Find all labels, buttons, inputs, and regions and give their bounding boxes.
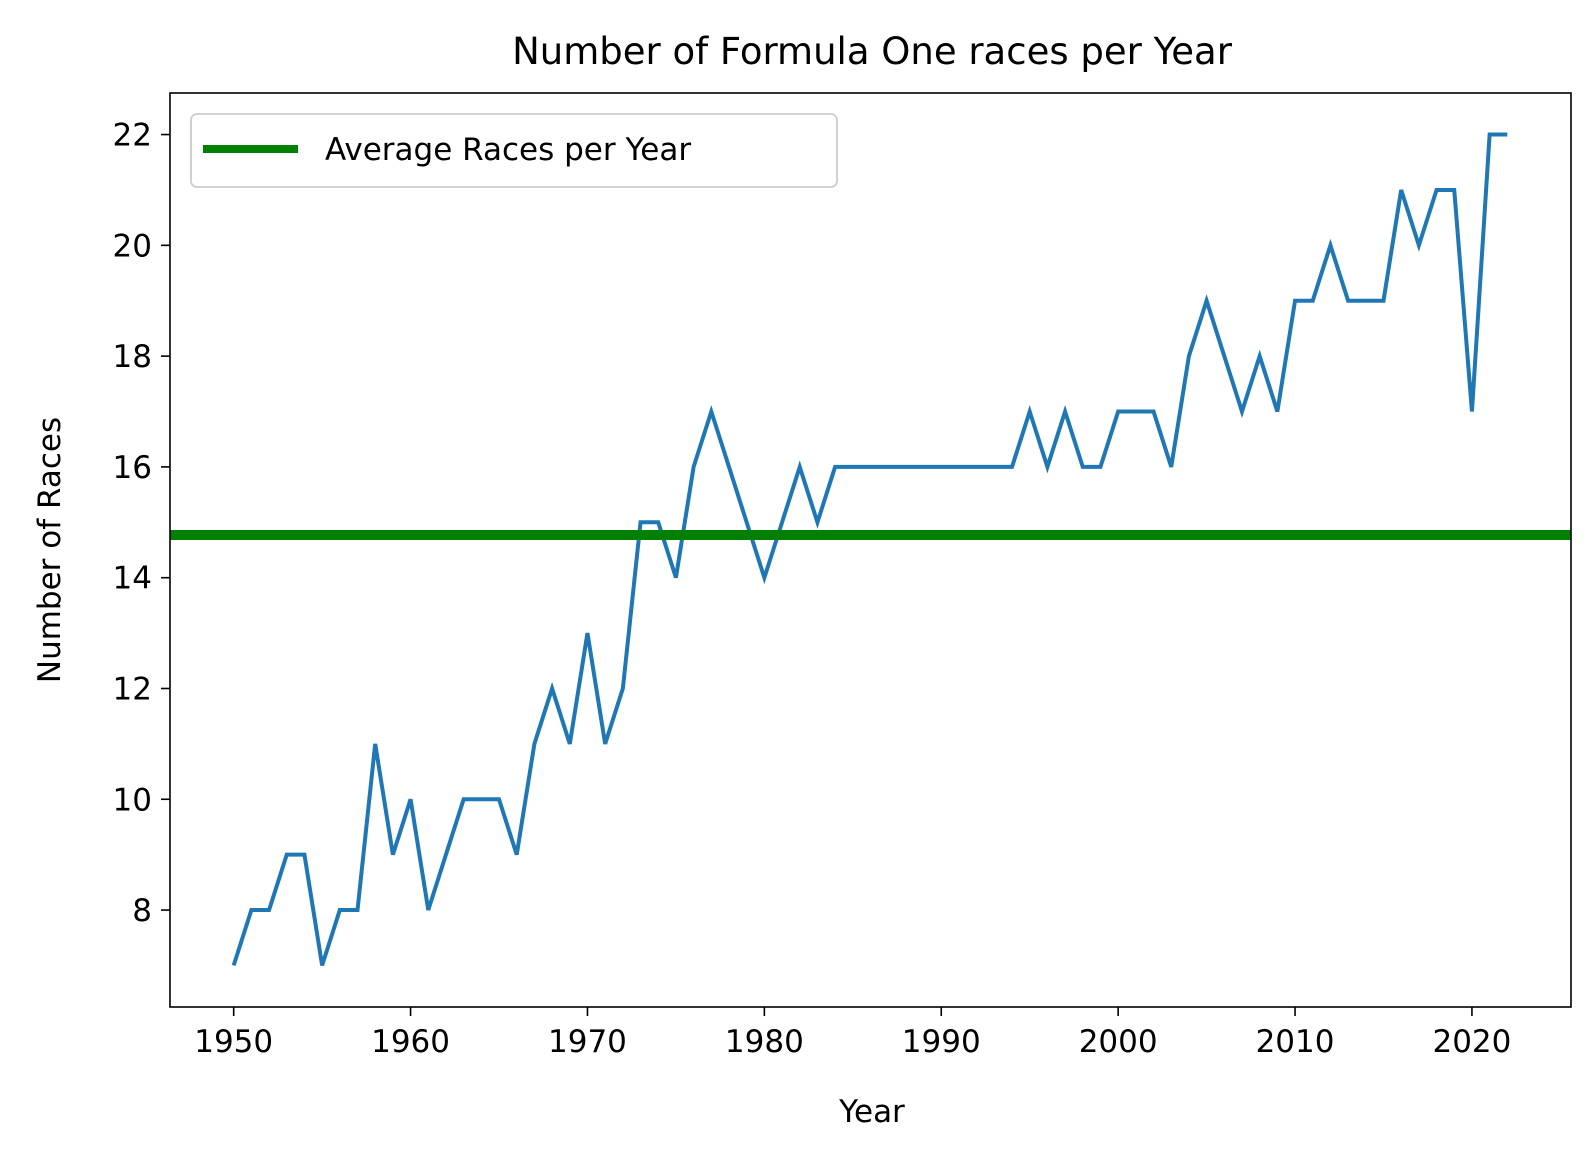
x-tick-label: 1990: [902, 1024, 981, 1060]
legend-label-average: Average Races per Year: [325, 132, 691, 168]
x-tick-label: 1980: [725, 1024, 804, 1060]
x-axis: 1950 1960 1970 1980 1990 2000 2010 2020: [194, 1007, 1511, 1060]
y-tick-label: 14: [113, 561, 152, 597]
plot-area: [170, 132, 1571, 967]
y-tick-label: 18: [113, 339, 152, 375]
y-tick-label: 22: [113, 118, 152, 154]
y-tick-label: 10: [113, 782, 152, 818]
y-tick-label: 16: [113, 450, 152, 486]
x-tick-label: 2000: [1079, 1024, 1158, 1060]
y-tick-label: 8: [132, 893, 152, 929]
x-tick-label: 2020: [1432, 1024, 1511, 1060]
x-axis-label: Year: [838, 1094, 905, 1130]
y-axis: 8 10 12 14 16 18 20 22: [113, 118, 170, 929]
x-tick-label: 1950: [194, 1024, 273, 1060]
legend: Average Races per Year: [190, 113, 838, 188]
x-tick-label: 1960: [371, 1024, 450, 1060]
plot-frame: [169, 92, 1572, 1008]
x-tick-label: 1970: [548, 1024, 627, 1060]
series-line-races: [231, 132, 1508, 967]
y-tick-label: 20: [113, 228, 152, 264]
legend-box: [190, 113, 838, 188]
chart-title: Number of Formula One races per Year: [512, 30, 1233, 73]
y-axis-label: Number of Races: [32, 417, 68, 683]
y-tick-label: 12: [113, 671, 152, 707]
x-tick-label: 2010: [1256, 1024, 1335, 1060]
